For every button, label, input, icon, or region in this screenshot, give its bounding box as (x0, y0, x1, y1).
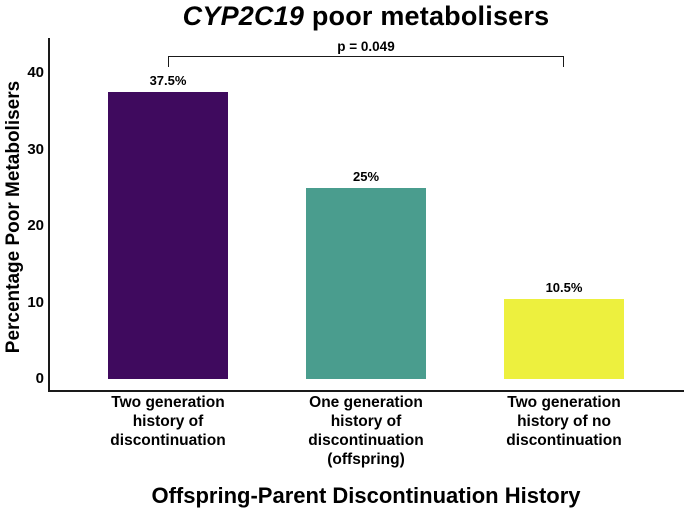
chart-title-rest: poor metabolisers (304, 1, 550, 31)
chart-title-gene: CYP2C19 (182, 1, 305, 31)
y-tick-label: 20 (27, 217, 44, 234)
significance-bracket-tick-right (563, 56, 564, 67)
y-tick-label: 40 (27, 64, 44, 81)
bar (306, 188, 426, 379)
y-tick-label: 10 (27, 293, 44, 311)
x-tick-label: One generation history of discontinuatio… (308, 394, 424, 468)
y-tick-label: 30 (27, 140, 44, 158)
significance-bracket-tick-left (168, 56, 169, 67)
chart-title: CYP2C19 poor metabolisers (49, 1, 683, 32)
bar-value-label: 10.5% (545, 280, 583, 295)
bar (108, 92, 228, 379)
bar-value-label: 25% (352, 169, 380, 184)
bar (504, 299, 624, 379)
x-axis-title: Offspring-Parent Discontinuation History (151, 483, 581, 508)
x-tick-label: Two generation history of no discontinua… (506, 394, 622, 449)
y-axis-line (48, 38, 50, 392)
x-tick-label: Two generation history of discontinuatio… (110, 394, 226, 449)
bar-value-label: 37.5% (149, 73, 187, 88)
y-tick-label: 0 (35, 370, 44, 387)
significance-label: p = 0.049 (337, 39, 395, 54)
x-axis-line (48, 390, 684, 392)
significance-bracket-line (168, 56, 564, 57)
